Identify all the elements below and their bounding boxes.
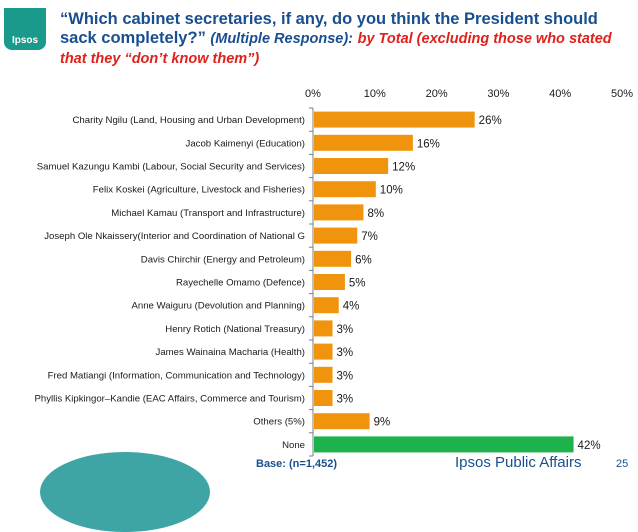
- bar: [314, 227, 358, 244]
- data-label: 12%: [392, 162, 415, 174]
- bar: [314, 134, 413, 151]
- category-label: Anne Waiguru (Devolution and Planning): [131, 301, 305, 312]
- brand-footer: Ipsos Public Affairs: [455, 454, 582, 471]
- ipsos-logo: Ipsos: [4, 8, 46, 50]
- category-label: Charity Ngilu (Land, Housing and Urban D…: [72, 115, 305, 126]
- category-label: Felix Koskei (Agriculture, Livestock and…: [93, 185, 305, 196]
- data-label: 5%: [349, 278, 366, 290]
- title-filter: by Total (excluding those who stated tha…: [60, 31, 612, 67]
- data-label: 3%: [337, 347, 354, 359]
- category-label: Jacob Kaimenyi (Education): [186, 138, 305, 149]
- data-label: 16%: [417, 138, 440, 150]
- category-label: Samuel Kazungu Kambi (Labour, Social Sec…: [37, 162, 305, 173]
- bar: [314, 343, 333, 360]
- bar: [314, 366, 333, 383]
- bar: [314, 436, 574, 453]
- data-label: 26%: [479, 115, 502, 127]
- category-label: Joseph Ole Nkaissery(Interior and Coordi…: [44, 231, 305, 242]
- category-label: Others (5%): [253, 417, 305, 428]
- data-label: 6%: [355, 254, 372, 266]
- category-label: Henry Rotich (National Treasury): [165, 324, 305, 335]
- bar: [314, 274, 345, 290]
- data-label: 9%: [374, 417, 391, 429]
- category-label: None: [282, 440, 305, 451]
- bar: [314, 158, 389, 174]
- data-label: 7%: [361, 231, 378, 243]
- data-label: 3%: [337, 324, 354, 336]
- bar: [314, 181, 376, 198]
- data-label: 4%: [343, 301, 360, 313]
- data-label: 3%: [337, 370, 354, 382]
- category-label: Fred Matiangi (Information, Communicatio…: [48, 370, 305, 381]
- data-label: 42%: [578, 440, 601, 452]
- category-label: Michael Kamau (Transport and Infrastruct…: [111, 208, 305, 219]
- bar: [314, 320, 333, 337]
- category-label: Rayechelle Omamo (Defence): [176, 278, 305, 289]
- category-label: Phyllis Kipkingor–Kandie (EAC Affairs, C…: [34, 394, 305, 405]
- x-tick-label: 0%: [305, 88, 321, 100]
- title-question: “Which cabinet secretaries, if any, do y…: [60, 10, 598, 47]
- x-tick-label: 20%: [426, 88, 448, 100]
- bar: [314, 204, 364, 221]
- page-number: 25: [616, 458, 629, 470]
- bar: [314, 413, 370, 430]
- bar: [314, 250, 352, 267]
- bar: [314, 111, 475, 128]
- bar: [314, 390, 333, 406]
- title-response-type: (Multiple Response):: [210, 31, 354, 47]
- data-label: 3%: [337, 394, 354, 406]
- data-label: 10%: [380, 185, 403, 197]
- category-label: James Wainaina Macharia (Health): [156, 347, 305, 358]
- base-note: Base: (n=1,452): [256, 458, 338, 470]
- x-tick-label: 40%: [549, 88, 571, 100]
- bar-chart: 0% 10% 20% 30% 40% 50% Charity Ngilu (Land, Ho…: [34, 88, 633, 457]
- category-label: Davis Chirchir (Energy and Petroleum): [141, 254, 305, 265]
- bar: [314, 297, 339, 314]
- logo-text: Ipsos: [11, 35, 39, 46]
- page-title: “Which cabinet secretaries, if any, do y…: [60, 10, 630, 69]
- data-label: 8%: [367, 208, 384, 220]
- x-tick-label: 50%: [611, 88, 633, 100]
- x-tick-label: 30%: [487, 88, 509, 100]
- x-tick-label: 10%: [364, 88, 386, 100]
